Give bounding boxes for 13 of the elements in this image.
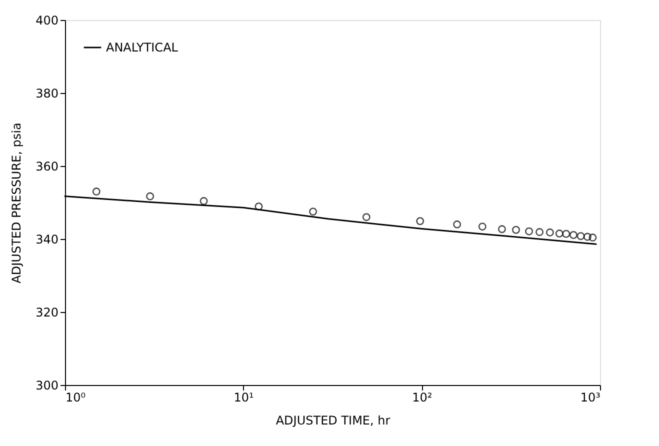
- x-axis-title: ADJUSTED TIME, hr: [276, 414, 390, 428]
- x-tick-label: 10³: [580, 390, 601, 404]
- y-tick-label: 300: [36, 378, 58, 392]
- x-tick-label: 10¹: [234, 390, 254, 404]
- y-tick-label: 380: [36, 86, 58, 100]
- x-tick-label: 10²: [412, 390, 432, 404]
- y-tick-label: 400: [36, 14, 58, 28]
- legend-label: ANALYTICAL: [106, 40, 178, 54]
- y-tick-label: 340: [36, 232, 58, 246]
- y-axis-title: ADJUSTED PRESSURE, psia: [10, 122, 24, 284]
- y-tick-label: 360: [36, 160, 58, 174]
- x-tick-label: 10⁰: [66, 390, 86, 404]
- y-tick-label: 320: [36, 306, 58, 320]
